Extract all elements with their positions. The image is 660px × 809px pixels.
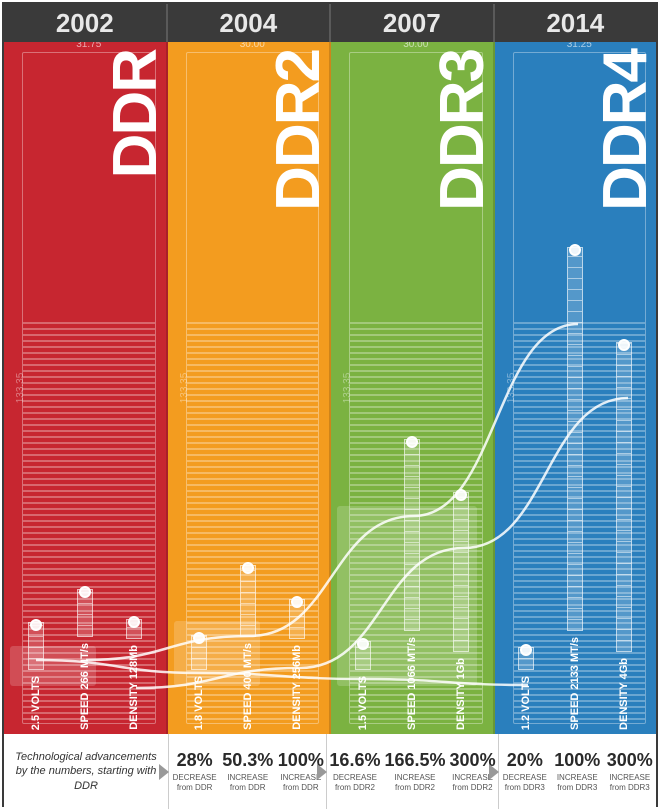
stat: 20%DECREASEfrom DDR3 (499, 734, 551, 809)
year-label: 2014 (495, 4, 657, 42)
year-label: 2007 (331, 4, 495, 42)
generation-name: DDR2 (271, 50, 327, 211)
footer-group: 28%DECREASEfrom DDR50.3%INCREASEfrom DDR… (168, 734, 326, 809)
bar-label: SPEED 1066 MT/s (406, 637, 418, 730)
bar-label: DENSITY 1Gb (455, 658, 467, 730)
generation-name: DDR (108, 50, 164, 178)
stat: 100%INCREASEfrom DDR3 (551, 734, 603, 809)
stat: 166.5%INCREASEfrom DDR2 (382, 734, 447, 809)
year-label: 2002 (4, 4, 168, 42)
footer-stats: 28%DECREASEfrom DDR50.3%INCREASEfrom DDR… (168, 734, 656, 809)
bar-label: DENSITY 4Gb (618, 658, 630, 730)
bar-label: 2.5 VOLTS (30, 676, 42, 730)
footer-intro: Technological advancements by the number… (4, 734, 168, 809)
year-header: 2002200420072014 (4, 4, 656, 42)
stat: 28%DECREASEfrom DDR (169, 734, 220, 809)
bar-label: 1.2 VOLTS (520, 676, 532, 730)
bar-label: DENSITY 256Mb (291, 645, 303, 730)
infographic-container: 2002200420072014 31.75133.35DDR2.5 VOLTS… (2, 2, 658, 807)
columns: 31.75133.35DDR2.5 VOLTSSPEED 266 MT/sDEN… (4, 42, 656, 734)
bar-label: SPEED 2133 MT/s (569, 637, 581, 730)
generation-name: DDR4 (598, 50, 654, 211)
generation-column: 31.75133.35DDR2.5 VOLTSSPEED 266 MT/sDEN… (4, 42, 168, 734)
generation-column: 30.00133.35DDR31.5 VOLTSSPEED 1066 MT/sD… (331, 42, 495, 734)
stat: 300%INCREASEfrom DDR3 (604, 734, 656, 809)
year-label: 2004 (168, 4, 332, 42)
arrow-icon (489, 764, 499, 780)
arrow-icon (159, 764, 169, 780)
stat: 16.6%DECREASEfrom DDR2 (327, 734, 382, 809)
bar-label: 1.5 VOLTS (357, 676, 369, 730)
generation-column: 31.25133.35DDR41.2 VOLTSSPEED 2133 MT/sD… (495, 42, 657, 734)
bar-label: DENSITY 128Mb (128, 645, 140, 730)
generation-name: DDR3 (435, 50, 491, 211)
bar-label: 1.8 VOLTS (193, 676, 205, 730)
arrow-icon (317, 764, 327, 780)
footer-group: 16.6%DECREASEfrom DDR2166.5%INCREASEfrom… (326, 734, 497, 809)
stat: 50.3%INCREASEfrom DDR (220, 734, 275, 809)
bar-label: SPEED 266 MT/s (79, 643, 91, 730)
generation-column: 30.00133.35DDR21.8 VOLTSSPEED 400 MT/sDE… (168, 42, 332, 734)
bar-label: SPEED 400 MT/s (242, 643, 254, 730)
footer-group: 20%DECREASEfrom DDR3100%INCREASEfrom DDR… (498, 734, 656, 809)
footer: Technological advancements by the number… (4, 734, 656, 809)
